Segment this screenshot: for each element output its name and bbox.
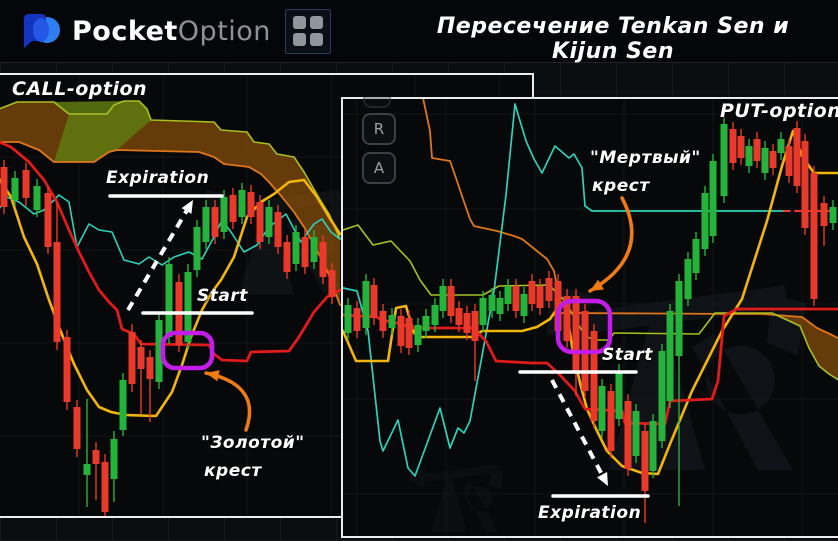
golden-cross-label-line1: "Золотой": [201, 433, 305, 453]
call-start-label: Start: [197, 286, 248, 306]
chart-tool-button-a[interactable]: A: [362, 152, 396, 184]
golden-cross-label-line2: крест: [204, 461, 262, 481]
top-bar: PocketOption Пересечение Tenkan Sen и Ki…: [0, 0, 838, 64]
dead-cross-label-line1: "Мертвый": [590, 148, 701, 168]
page-title: Пересечение Tenkan Sen и Kijun Sen: [436, 14, 790, 64]
grid-icon: [309, 16, 323, 29]
put-option-label: PUT-option: [720, 100, 838, 122]
chart-tool-button-r[interactable]: R: [362, 113, 396, 145]
dead-cross-label-line2: крест: [592, 176, 650, 196]
logo-wordmark: PocketOption: [72, 16, 271, 47]
grid-icon: [309, 33, 323, 46]
put-start-label: Start: [602, 345, 653, 365]
pocket-option-logo-icon: [20, 10, 62, 52]
grid-icon: [292, 33, 306, 46]
logo-option: Option: [177, 15, 271, 47]
call-option-label: CALL-option: [12, 78, 148, 100]
call-expiration-label: Expiration: [106, 168, 210, 188]
toolbar-button-partial[interactable]: [363, 97, 391, 108]
logo-pocket: Pocket: [72, 15, 178, 47]
pocket-option-logo: PocketOption: [20, 10, 271, 52]
put-expiration-label: Expiration: [538, 503, 642, 523]
apps-grid-button[interactable]: [284, 8, 331, 54]
grid-icon: [292, 16, 306, 29]
